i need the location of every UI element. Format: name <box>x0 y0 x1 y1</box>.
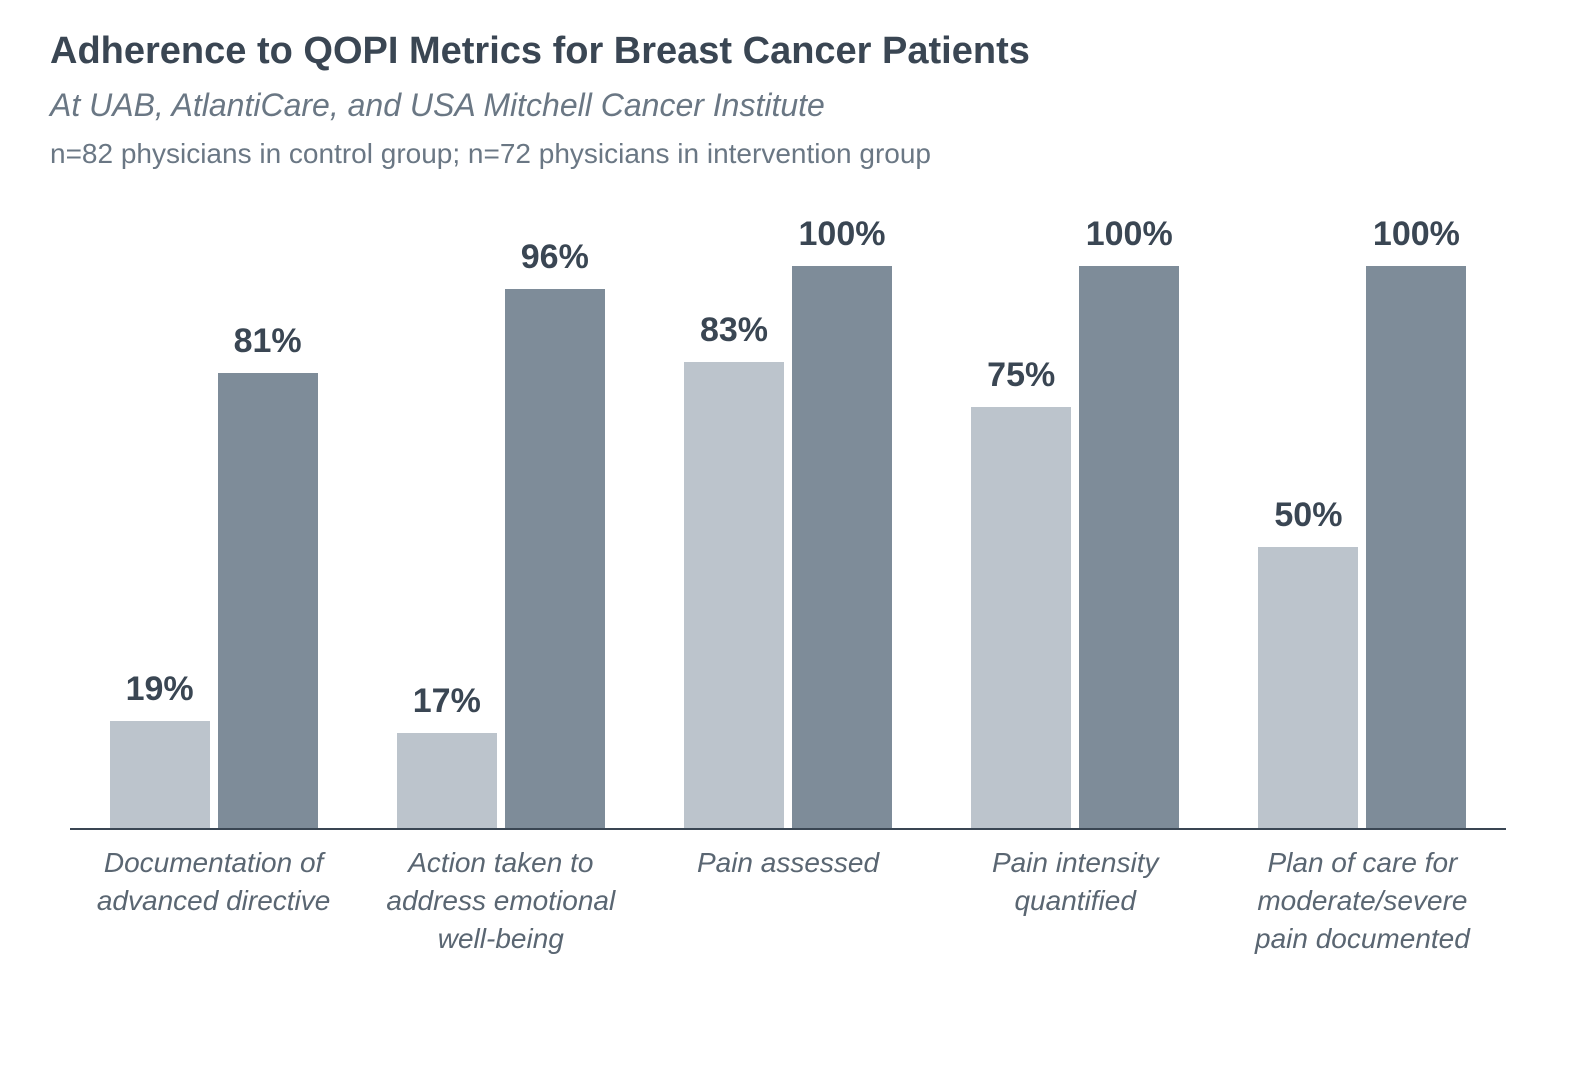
bar-fill <box>1079 266 1179 828</box>
bar-fill <box>684 362 784 828</box>
bar-value-label: 75% <box>987 356 1055 395</box>
plot-area: 19%81%17%96%83%100%75%100%50%100% <box>70 210 1506 830</box>
bar-groups: 19%81%17%96%83%100%75%100%50%100% <box>70 210 1506 828</box>
bar-fill <box>971 407 1071 828</box>
bar-value-label: 19% <box>126 670 194 709</box>
bar-value-label: 17% <box>413 682 481 721</box>
bar-fill <box>505 289 605 828</box>
bar-intervention: 100% <box>792 266 892 828</box>
x-axis-labels: Documentation of advanced directiveActio… <box>70 844 1506 957</box>
chart-container: 19%81%17%96%83%100%75%100%50%100% Docume… <box>50 210 1526 957</box>
bar-value-label: 100% <box>1373 215 1460 254</box>
bar-control: 17% <box>397 733 497 829</box>
bar-value-label: 50% <box>1274 496 1342 535</box>
bar-value-label: 100% <box>1086 215 1173 254</box>
bar-value-label: 83% <box>700 311 768 350</box>
chart-subtitle: At UAB, AtlantiCare, and USA Mitchell Ca… <box>50 87 1526 124</box>
bar-value-label: 100% <box>799 215 886 254</box>
bar-intervention: 100% <box>1366 266 1466 828</box>
bar-value-label: 96% <box>521 238 589 277</box>
bar-group: 50%100% <box>1219 210 1506 828</box>
bar-value-label: 81% <box>234 322 302 361</box>
bar-intervention: 96% <box>505 289 605 828</box>
bar-control: 75% <box>971 407 1071 828</box>
bar-control: 19% <box>110 721 210 828</box>
bar-fill <box>1258 547 1358 828</box>
bar-fill <box>1366 266 1466 828</box>
x-axis-label: Pain assessed <box>644 844 931 957</box>
bar-group: 17%96% <box>357 210 644 828</box>
bar-intervention: 100% <box>1079 266 1179 828</box>
bar-fill <box>218 373 318 828</box>
x-axis-label: Action taken to address emotional well-b… <box>357 844 644 957</box>
bar-fill <box>792 266 892 828</box>
bar-fill <box>397 733 497 829</box>
x-axis-label: Documentation of advanced directive <box>70 844 357 957</box>
bar-control: 83% <box>684 362 784 828</box>
bar-group: 75%100% <box>932 210 1219 828</box>
bar-intervention: 81% <box>218 373 318 828</box>
chart-title: Adherence to QOPI Metrics for Breast Can… <box>50 30 1526 73</box>
bar-fill <box>110 721 210 828</box>
chart-note: n=82 physicians in control group; n=72 p… <box>50 138 1526 170</box>
bar-control: 50% <box>1258 547 1358 828</box>
bar-group: 83%100% <box>644 210 931 828</box>
bar-group: 19%81% <box>70 210 357 828</box>
x-axis-label: Plan of care for moderate/severe pain do… <box>1219 844 1506 957</box>
x-axis-label: Pain intensity quantified <box>932 844 1219 957</box>
